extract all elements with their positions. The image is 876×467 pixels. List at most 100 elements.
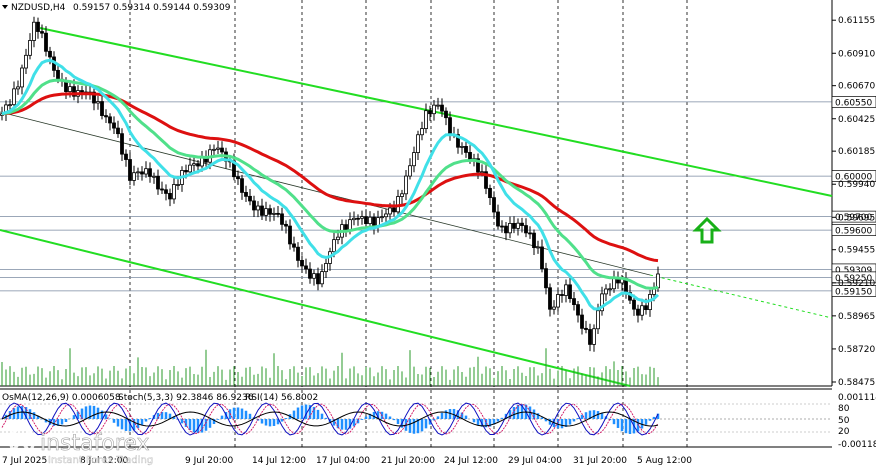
moving-average-layer — [1, 58, 660, 311]
price-tick-label: 0.58720 — [838, 345, 875, 355]
rsi-line — [1, 411, 659, 427]
price-tick-label: 0.59940 — [838, 180, 875, 190]
candle-body — [296, 246, 300, 261]
candle-body — [360, 216, 364, 219]
candle-body — [532, 232, 536, 249]
price-tick-label: 0.60910 — [838, 49, 875, 59]
candle-body — [168, 193, 172, 200]
time-axis: 7 Jul 2025 8 Jul 12:00 9 Jul 20:00 14 Jul 1… — [2, 456, 692, 466]
candle-body — [636, 308, 640, 316]
candle-body — [344, 224, 348, 231]
price-tick-label: 0.60425 — [838, 115, 875, 125]
indicator-tick-label: -0.0011860 — [838, 440, 876, 450]
candle-body — [320, 271, 324, 285]
watermark: instaforex Instant Forex Trading — [8, 427, 153, 466]
candle-body — [260, 205, 264, 216]
candle-body — [236, 176, 240, 180]
candle-body — [264, 208, 268, 216]
time-tick-label: 9 Jul 20:00 — [185, 456, 234, 466]
candle-body — [308, 268, 312, 279]
price-tag-label: 0.59700 — [835, 213, 872, 223]
candle-body — [252, 200, 256, 211]
candle-body — [596, 310, 600, 330]
candle-body — [124, 153, 128, 160]
candle-body — [28, 40, 32, 56]
candle-body — [608, 288, 612, 291]
buy-arrow-icon — [692, 216, 722, 244]
candle-body — [460, 146, 464, 148]
candle-body — [548, 287, 552, 310]
candle-body — [300, 259, 304, 267]
candle-body — [612, 277, 616, 290]
candle-body — [36, 21, 40, 32]
candle-body — [484, 171, 488, 189]
candle-body — [40, 31, 44, 34]
candle-body — [508, 222, 512, 234]
level-layer: 0.605500.600000.597000.596000.593090.592… — [0, 96, 876, 297]
price-tag-box — [831, 96, 876, 108]
candle-body — [128, 159, 132, 181]
candle-body — [156, 175, 160, 190]
candle-body — [312, 273, 316, 279]
candle-body — [104, 115, 108, 118]
candle-body — [148, 168, 152, 177]
candle-body — [640, 305, 644, 316]
candle-body — [488, 187, 492, 199]
candle-body — [528, 232, 532, 235]
price-tag-box — [831, 224, 876, 236]
volume-layer — [1, 348, 659, 386]
candle-body — [176, 184, 180, 186]
candle-body — [280, 213, 284, 225]
time-tick-label: 7 Jul 2025 — [2, 456, 47, 466]
candle-body — [144, 168, 148, 175]
ema-mid-line — [1, 78, 659, 290]
stoch-signal-line — [1, 403, 659, 435]
candle-body — [56, 69, 60, 80]
candle-body — [384, 213, 388, 218]
dropdown-triangle-icon[interactable] — [2, 5, 8, 9]
price-tick-label: 0.61155 — [838, 16, 875, 26]
candle-body — [136, 171, 140, 174]
candle-body — [160, 188, 164, 191]
watermark-brand: instaforex — [40, 431, 150, 456]
candle-body — [440, 104, 444, 112]
candle-body — [560, 294, 564, 296]
candle-body — [468, 152, 472, 160]
price-tag-label: 0.59250 — [835, 274, 872, 284]
price-tag-label: 0.59150 — [835, 287, 872, 297]
candle-body — [352, 217, 356, 221]
price-tag-box — [831, 271, 876, 284]
candle-body — [492, 197, 496, 213]
channel-lower-line — [0, 229, 631, 387]
candle-body — [272, 212, 276, 215]
candle-body — [516, 222, 520, 229]
indicator-header: OsMA(12,26,9) 0.0006058 Stoch(5,3,3) 92.… — [2, 393, 318, 403]
candle-body — [192, 163, 196, 166]
time-tick-label: 5 Aug 12:00 — [637, 456, 692, 466]
candle-body — [404, 175, 408, 195]
candle-body — [188, 164, 192, 173]
candle-body — [544, 268, 548, 289]
price-tag-label: 0.60550 — [835, 98, 872, 108]
time-tick-label: 21 Jul 20:00 — [381, 456, 435, 466]
candle-body — [392, 207, 396, 213]
candle-body — [408, 165, 412, 177]
indicator-tick-label: 20 — [838, 427, 850, 437]
candle-body — [424, 110, 428, 129]
candle-body — [220, 147, 224, 153]
candle-body — [428, 110, 432, 115]
candle-layer — [0, 16, 660, 352]
price-tick-label: 0.58475 — [838, 378, 875, 388]
candle-body — [108, 116, 112, 124]
candle-body — [276, 212, 280, 215]
price-tick-label: 0.58965 — [838, 312, 875, 322]
candle-body — [184, 170, 188, 173]
candle-body — [288, 225, 292, 245]
candle-body — [416, 134, 420, 153]
ema-fast-line — [1, 58, 660, 311]
time-tick-label: 14 Jul 12:00 — [252, 456, 306, 466]
candle-body — [432, 104, 436, 115]
candle-body — [604, 288, 608, 295]
candle-body — [116, 127, 120, 135]
